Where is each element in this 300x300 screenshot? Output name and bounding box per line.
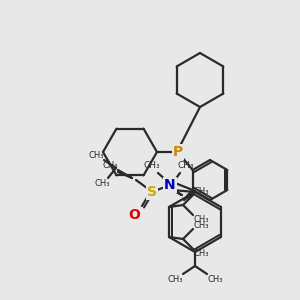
Text: CH₃: CH₃	[193, 220, 209, 230]
Text: CH₃: CH₃	[193, 248, 209, 257]
Text: CH₃: CH₃	[178, 160, 194, 169]
Text: CH₃: CH₃	[88, 152, 104, 160]
Text: CH₃: CH₃	[207, 275, 223, 284]
Text: CH₃: CH₃	[144, 160, 160, 169]
Text: CH₃: CH₃	[102, 161, 118, 170]
Text: P: P	[173, 145, 183, 159]
Text: CH₃: CH₃	[193, 187, 209, 196]
Text: S: S	[147, 185, 157, 199]
Text: CH₃: CH₃	[94, 179, 110, 188]
Text: CH₃: CH₃	[167, 275, 183, 284]
Text: O: O	[128, 208, 140, 222]
Text: CH₃: CH₃	[193, 214, 209, 224]
Text: N: N	[164, 178, 176, 192]
